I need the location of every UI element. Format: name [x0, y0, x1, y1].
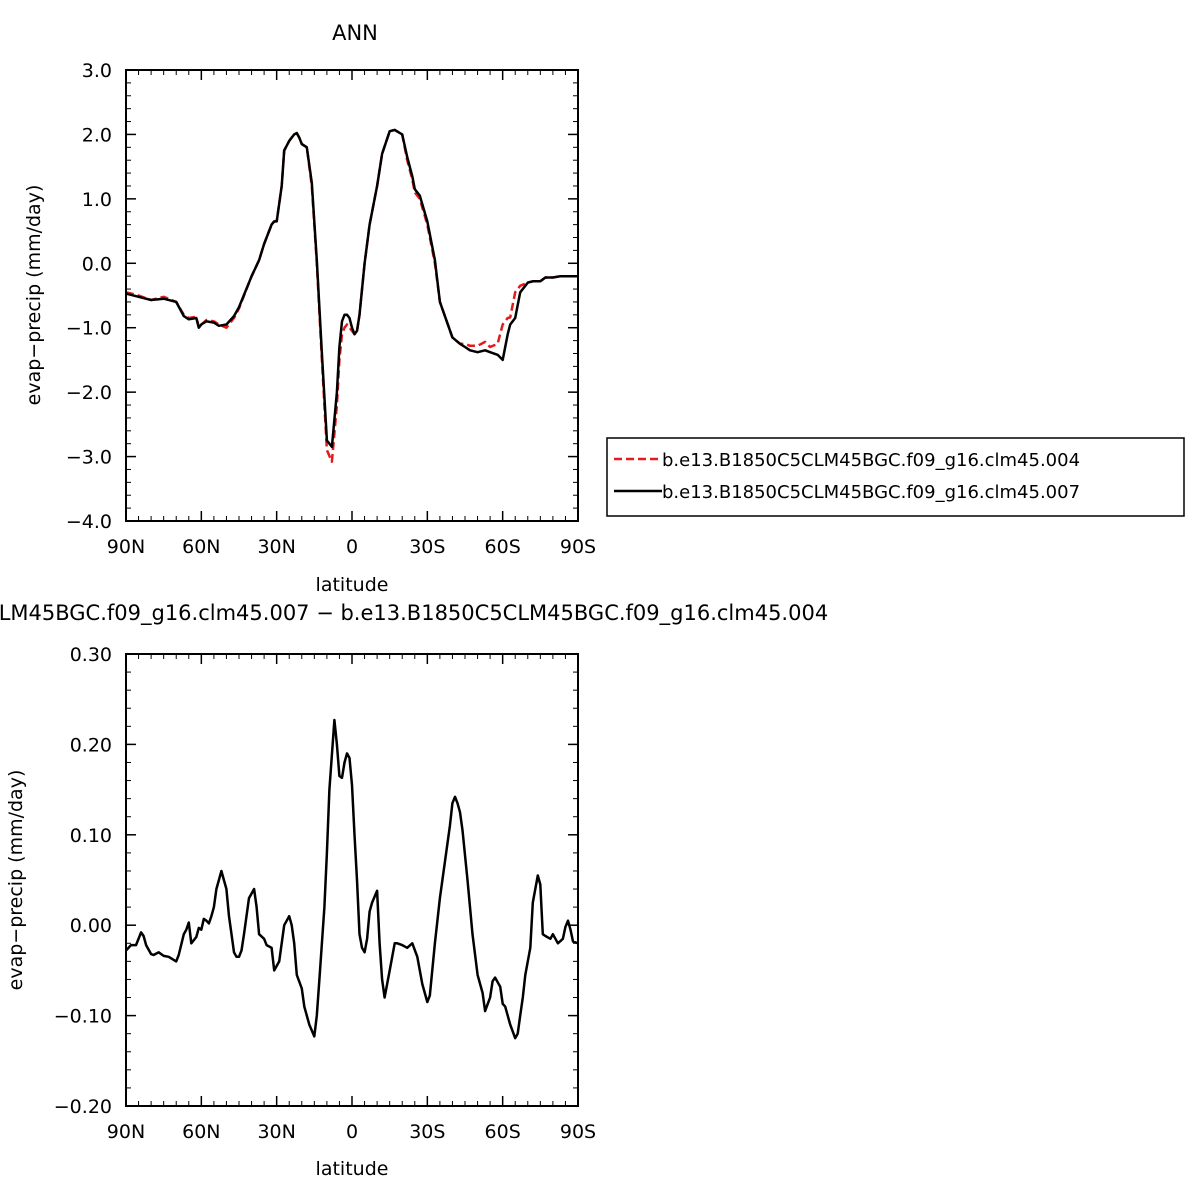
- lower-panel: b.e13.B1850C5CLM45BGC.f09_g16.clm45.007 …: [0, 601, 828, 1180]
- lower-x-tick-label: 30N: [257, 1121, 295, 1143]
- lower-y-tick-label: 0.30: [70, 644, 112, 666]
- lower-x-tick-label: 60N: [182, 1121, 220, 1143]
- upper-plot-frame: [125, 69, 579, 522]
- upper-y-tick-label: −1.0: [66, 318, 112, 340]
- lower-y-tick-label: −0.20: [54, 1096, 112, 1118]
- upper-panel: ANN 90N 60N 30N 0 30S 60S 90S −4.0 −3.0 −2.0 −1.0…: [23, 21, 1185, 596]
- legend-label-004: b.e13.B1850C5CLM45BGC.f09_g16.clm45.004: [662, 450, 1080, 471]
- upper-chart-title: ANN: [332, 21, 378, 45]
- upper-y-tick-label: −4.0: [66, 511, 112, 533]
- lower-x-tick-label: 90N: [107, 1121, 145, 1143]
- lower-y-tick-labels: −0.20 −0.10 0.00 0.10 0.20 0.30: [54, 644, 112, 1118]
- lower-y-axis-label: evap−precip (mm/day): [5, 770, 27, 991]
- lower-chart-title: b.e13.B1850C5CLM45BGC.f09_g16.clm45.007 …: [0, 601, 828, 626]
- lower-x-tick-labels: 90N 60N 30N 0 30S 60S 90S: [107, 1121, 596, 1143]
- legend-label-007: b.e13.B1850C5CLM45BGC.f09_g16.clm45.007: [662, 482, 1080, 503]
- lower-ticks: [125, 653, 579, 1107]
- legend: b.e13.B1850C5CLM45BGC.f09_g16.clm45.004 …: [606, 437, 1185, 517]
- upper-x-axis-label: latitude: [316, 574, 389, 596]
- upper-y-axis-label: evap−precip (mm/day): [23, 185, 45, 406]
- upper-x-tick-label: 30S: [409, 536, 445, 558]
- lower-series-line-0: [125, 718, 579, 1040]
- lower-x-tick-label: 30S: [409, 1121, 445, 1143]
- upper-x-tick-label: 0: [346, 536, 358, 558]
- lower-plot-frame: [125, 653, 579, 1107]
- lower-y-tick-label: 0.10: [70, 825, 112, 847]
- upper-series: [125, 128, 578, 463]
- upper-x-tick-label: 30N: [257, 536, 295, 558]
- upper-y-tick-label: 1.0: [82, 189, 112, 211]
- lower-y-tick-label: 0.20: [70, 734, 112, 756]
- lower-x-tick-label: 0: [346, 1121, 358, 1143]
- upper-y-tick-label: 0.0: [82, 253, 112, 275]
- upper-y-tick-label: −3.0: [66, 447, 112, 469]
- upper-x-tick-label: 90N: [107, 536, 145, 558]
- upper-x-tick-labels: 90N 60N 30N 0 30S 60S 90S: [107, 536, 596, 558]
- lower-y-tick-label: 0.00: [70, 915, 112, 937]
- legend-box: [606, 437, 1185, 517]
- upper-ticks: [125, 69, 579, 522]
- upper-x-tick-label: 60N: [182, 536, 220, 558]
- lower-x-tick-label: 90S: [560, 1121, 596, 1143]
- upper-y-tick-labels: −4.0 −3.0 −2.0 −1.0 0.0 1.0 2.0 3.0: [66, 60, 112, 533]
- lower-y-tick-label: −0.10: [54, 1006, 112, 1028]
- upper-y-tick-label: 2.0: [82, 124, 112, 146]
- upper-y-tick-label: −2.0: [66, 382, 112, 404]
- upper-series-line-0: [125, 128, 578, 463]
- upper-x-tick-label: 60S: [485, 536, 521, 558]
- lower-x-axis-label: latitude: [316, 1158, 389, 1180]
- upper-y-tick-label: 3.0: [82, 60, 112, 82]
- lower-x-tick-label: 60S: [485, 1121, 521, 1143]
- upper-x-tick-label: 90S: [560, 536, 596, 558]
- upper-series-line-1: [125, 128, 578, 449]
- lower-series: [125, 718, 579, 1040]
